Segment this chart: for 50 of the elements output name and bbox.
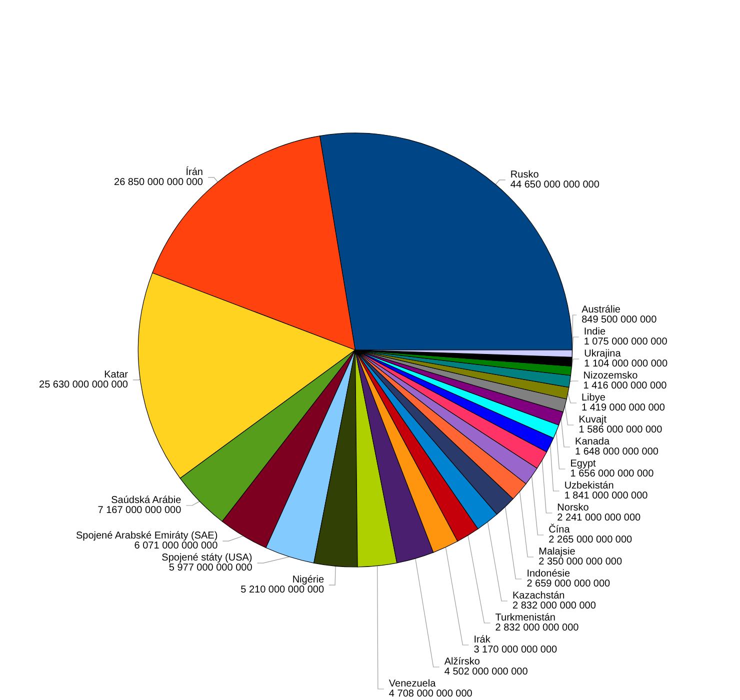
slice-label: Malajsie — [538, 546, 576, 558]
data-label: 1 104 000 000 000 — [584, 358, 668, 370]
data-label: 1 419 000 000 000 — [582, 402, 666, 414]
slice-label: Turkmenistán — [495, 612, 556, 624]
slice-label: Irák — [474, 634, 492, 646]
slice-label: Nizozemsko — [583, 370, 638, 382]
slice-label: Libye — [582, 392, 606, 404]
data-label: 3 170 000 000 000 — [474, 644, 558, 656]
slice-label: Venezuela — [388, 678, 436, 690]
slice-label: Ukrajina — [584, 348, 622, 360]
data-label: 849 500 000 000 — [582, 314, 658, 326]
data-label: 44 650 000 000 000 — [510, 179, 600, 190]
data-label: 26 850 000 000 000 — [114, 176, 204, 188]
slice-label: Kanada — [575, 436, 610, 448]
slice-label: Alžírsko — [444, 656, 480, 668]
data-label: 1 586 000 000 000 — [578, 424, 663, 436]
data-label: 4 708 000 000 000 — [388, 688, 473, 700]
slice-label: Nigérie — [292, 574, 324, 586]
data-label: 1 416 000 000 000 — [583, 380, 668, 392]
data-label: 2 659 000 000 000 — [526, 578, 611, 590]
data-label: 5 977 000 000 000 — [168, 562, 253, 574]
slice-label: Indonésie — [526, 568, 570, 580]
slice-label: Egypt — [570, 458, 596, 470]
slice-label: Írán — [186, 166, 203, 178]
data-label: 2 832 000 000 000 — [495, 622, 580, 634]
data-label: 2 832 000 000 000 — [512, 600, 596, 612]
slice-label: Čína — [548, 524, 570, 536]
data-label: 6 071 000 000 000 — [134, 540, 218, 552]
slice-label: Uzbekistán — [564, 480, 614, 492]
data-label: 1 841 000 000 000 — [564, 490, 648, 502]
data-label: 2 241 000 000 000 — [557, 512, 642, 524]
slice-label: Norsko — [557, 502, 590, 514]
data-label: 25 630 000 000 000 — [39, 379, 128, 390]
slice-label: Spojené státy (USA) — [162, 552, 252, 564]
slice-label: Spojené Arabské Emiráty (SAE) — [76, 530, 218, 542]
slice-label: Kazachstán — [512, 590, 565, 602]
data-label: 2 265 000 000 000 — [548, 534, 633, 546]
data-label: 1 075 000 000 000 — [584, 336, 668, 348]
data-label: 2 350 000 000 000 — [538, 556, 622, 568]
data-label: 1 656 000 000 000 — [570, 468, 654, 480]
data-label: 4 502 000 000 000 — [444, 666, 528, 678]
slice-label: Austrálie — [582, 304, 621, 316]
slice-label: Rusko — [510, 169, 540, 180]
slice-label: Kuvajt — [578, 414, 607, 426]
slice-label: Indie — [584, 326, 606, 338]
data-label: 5 210 000 000 000 — [240, 584, 324, 596]
data-label: 1 648 000 000 000 — [575, 446, 659, 458]
data-label: 7 167 000 000 000 — [98, 505, 182, 516]
slice-label: Saúdská Arábie — [111, 495, 182, 506]
slice-label: Katar — [104, 369, 129, 380]
